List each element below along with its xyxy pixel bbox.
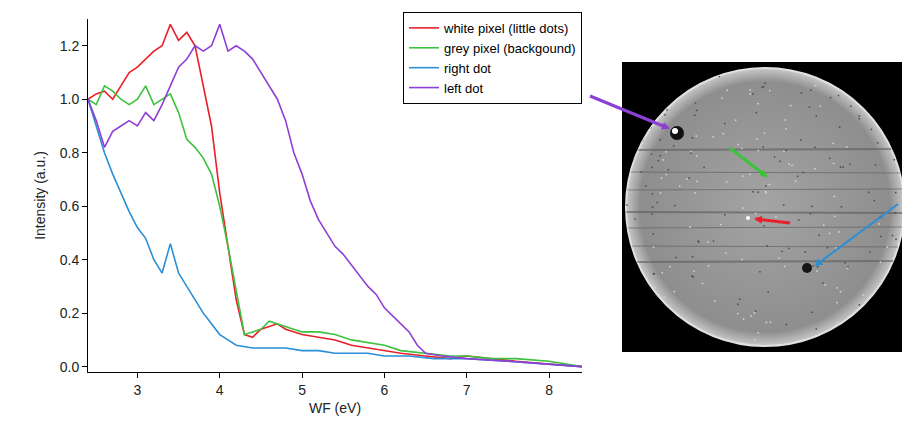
svg-text:WF (eV): WF (eV)	[309, 400, 361, 416]
svg-text:0.2: 0.2	[60, 305, 80, 321]
svg-text:1.0: 1.0	[60, 91, 80, 107]
svg-text:0.4: 0.4	[60, 252, 80, 268]
svg-text:Intensity (a.u.): Intensity (a.u.)	[32, 151, 48, 240]
svg-text:right dot: right dot	[444, 61, 491, 76]
svg-text:8: 8	[545, 382, 553, 398]
svg-text:7: 7	[463, 382, 471, 398]
svg-text:grey pixel (backgound): grey pixel (backgound)	[444, 41, 576, 56]
svg-text:0.6: 0.6	[60, 198, 80, 214]
svg-text:left dot: left dot	[444, 81, 483, 96]
svg-text:1.2: 1.2	[60, 38, 80, 54]
svg-text:white pixel (little dots): white pixel (little dots)	[443, 21, 568, 36]
svg-text:4: 4	[216, 382, 224, 398]
svg-text:0.8: 0.8	[60, 145, 80, 161]
svg-text:0.0: 0.0	[60, 359, 80, 375]
svg-text:6: 6	[381, 382, 389, 398]
svg-text:3: 3	[134, 382, 142, 398]
svg-text:5: 5	[298, 382, 306, 398]
